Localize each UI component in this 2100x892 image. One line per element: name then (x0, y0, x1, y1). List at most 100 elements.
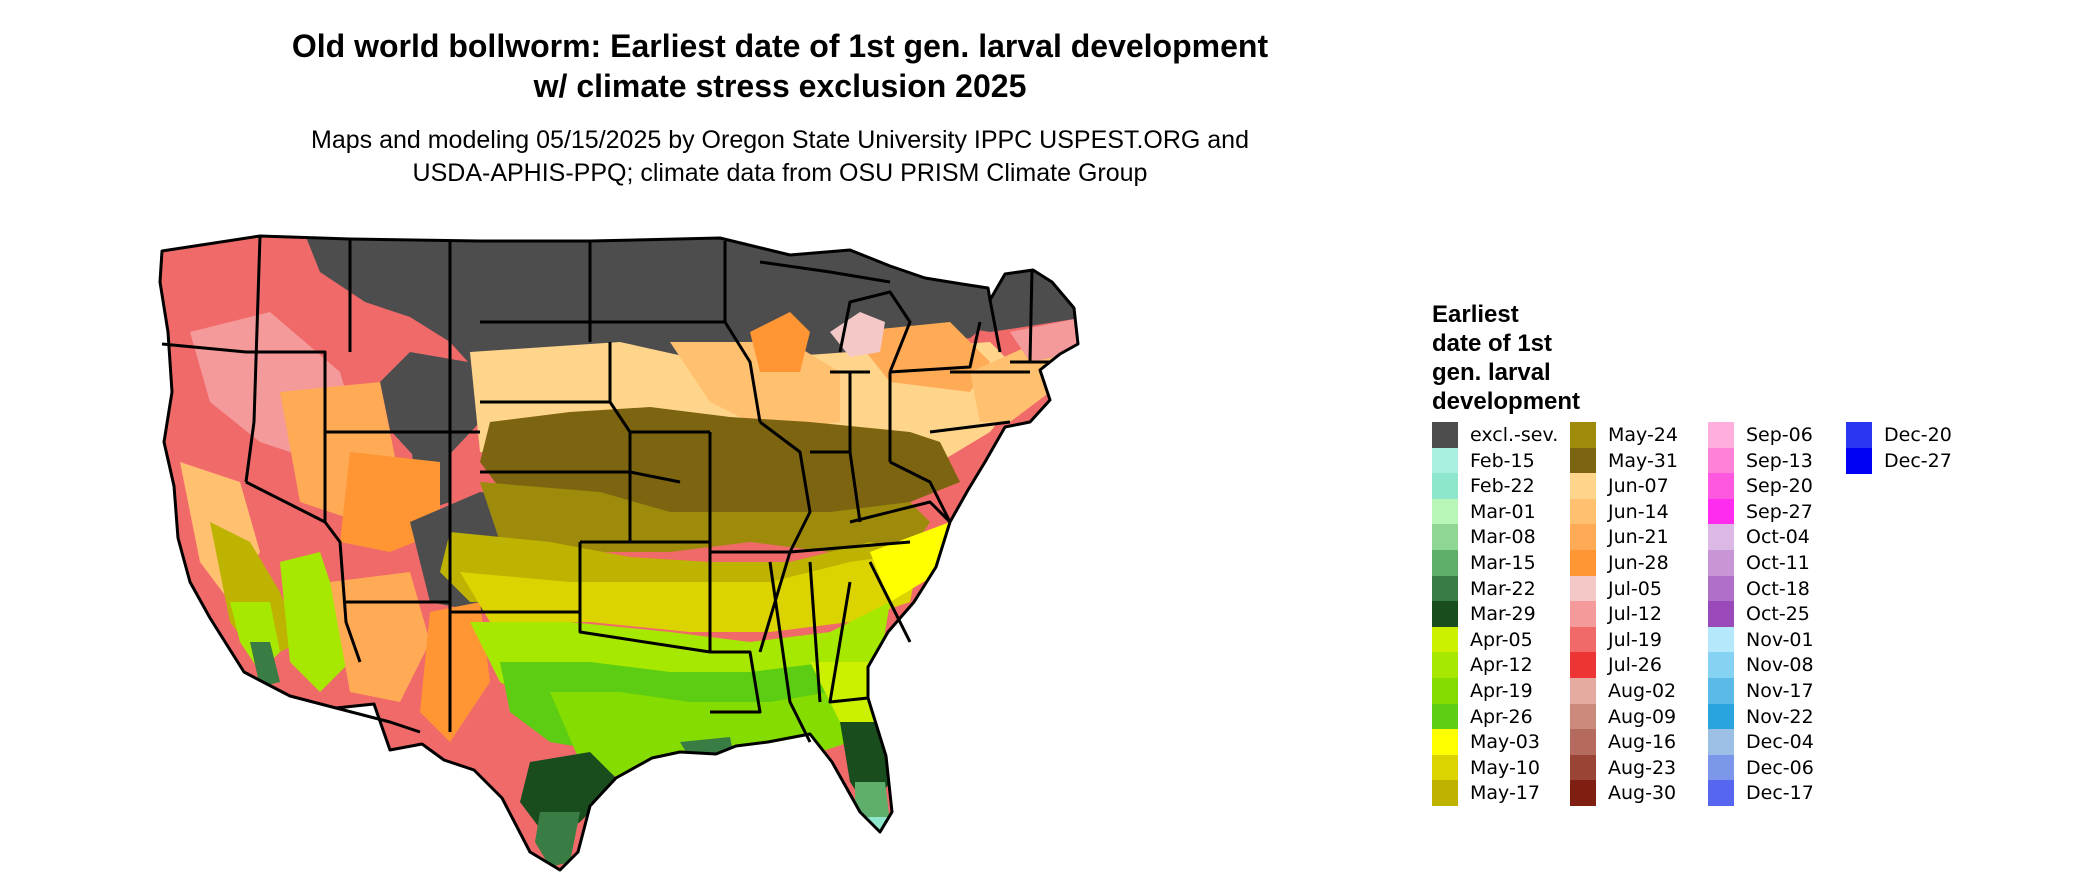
legend-label: Dec-04 (1746, 731, 1814, 754)
legend-label: Mar-29 (1470, 603, 1536, 626)
legend-label: Feb-22 (1470, 475, 1535, 498)
legend-title-line: date of 1st (1432, 330, 1553, 357)
us-map (150, 222, 1410, 892)
legend-swatch (1570, 473, 1596, 500)
legend-label: Mar-22 (1470, 577, 1536, 600)
legend-label: May-03 (1470, 731, 1540, 754)
legend-label: May-24 (1608, 424, 1678, 446)
legend-title-line: Earliest (1432, 301, 1519, 328)
legend-swatch (1570, 780, 1596, 807)
legend-label: Nov-22 (1746, 705, 1814, 728)
legend-swatch (1432, 652, 1458, 679)
legend-label: Mar-08 (1470, 526, 1536, 549)
legend-label: Apr-19 (1470, 680, 1533, 702)
legend-swatch (1708, 498, 1734, 525)
legend-swatch (1432, 498, 1458, 525)
legend-label: Aug-30 (1608, 782, 1677, 805)
title-line-1: Old world bollworm: Earliest date of 1st… (291, 28, 1269, 64)
legend-label: Sep-20 (1746, 475, 1813, 498)
legend-swatch (1570, 498, 1596, 525)
legend-swatch (1432, 626, 1458, 653)
map-title: Old world bollworm: Earliest date of 1st… (140, 26, 1420, 106)
legend-swatch (1570, 447, 1596, 474)
legend-label: Sep-13 (1746, 449, 1813, 472)
subtitle-line-2: USDA-APHIS-PPQ; climate data from OSU PR… (412, 159, 1148, 187)
legend-swatch (1570, 524, 1596, 551)
legend-swatch (1846, 447, 1872, 474)
legend-swatch (1708, 729, 1734, 756)
legend-label: May-17 (1470, 782, 1540, 805)
legend-label: Oct-25 (1746, 603, 1810, 626)
legend-label: Aug-23 (1608, 756, 1677, 779)
legend-label: Nov-01 (1746, 628, 1814, 651)
legend-swatch (1570, 626, 1596, 653)
legend-label: Apr-05 (1470, 628, 1533, 651)
legend-swatch (1432, 575, 1458, 602)
legend-label: Feb-15 (1470, 449, 1535, 472)
legend-label: Dec-06 (1746, 756, 1814, 779)
map-subtitle: Maps and modeling 05/15/2025 by Oregon S… (140, 124, 1420, 190)
legend-title-line: development (1432, 388, 1581, 415)
legend-swatch (1708, 703, 1734, 730)
legend-swatch (1708, 473, 1734, 500)
legend-swatch (1432, 524, 1458, 551)
legend-swatch (1708, 575, 1734, 602)
legend-label: Mar-15 (1470, 552, 1536, 574)
legend-label: Jul-26 (1608, 654, 1662, 677)
legend-label: Jun-28 (1608, 552, 1669, 574)
legend-swatch (1432, 447, 1458, 474)
legend-swatch (1570, 550, 1596, 576)
legend-swatch (1708, 447, 1734, 474)
legend-label: Apr-12 (1470, 654, 1533, 677)
legend-swatch (1432, 780, 1458, 807)
legend-label: Sep-27 (1746, 500, 1813, 523)
legend-swatch (1570, 652, 1596, 679)
title-line-2: w/ climate stress exclusion 2025 (533, 68, 1027, 104)
legend-label: Oct-11 (1746, 552, 1810, 574)
legend-swatch (1432, 473, 1458, 500)
legend-swatch (1570, 754, 1596, 781)
legend-swatch (1432, 678, 1458, 704)
subtitle-line-1: Maps and modeling 05/15/2025 by Oregon S… (311, 126, 1249, 154)
legend-label: Dec-20 (1884, 424, 1952, 446)
legend-label: May-31 (1608, 449, 1678, 472)
legend-swatch (1570, 678, 1596, 704)
legend-swatch (1708, 652, 1734, 679)
legend-swatch (1708, 601, 1734, 628)
legend-label: Jul-19 (1608, 628, 1662, 651)
legend-label: Aug-16 (1608, 731, 1677, 754)
legend-label: Nov-08 (1746, 654, 1814, 677)
legend-swatch (1432, 703, 1458, 730)
legend-swatch (1708, 524, 1734, 551)
legend-label: Apr-26 (1470, 705, 1533, 728)
legend-swatch (1432, 422, 1458, 448)
legend-label: Jun-07 (1608, 475, 1669, 498)
legend-label: Oct-18 (1746, 577, 1810, 600)
legend-label: Dec-27 (1884, 449, 1952, 472)
legend-label: Dec-17 (1746, 782, 1814, 805)
legend-label: May-10 (1470, 756, 1540, 779)
legend-label: Jun-14 (1608, 500, 1669, 523)
legend-swatch (1570, 601, 1596, 628)
legend-swatch (1432, 550, 1458, 576)
legend-label: Aug-09 (1608, 705, 1677, 728)
legend-label: excl.-sev. (1470, 424, 1559, 446)
legend-swatch (1708, 754, 1734, 781)
legend-swatch (1570, 422, 1596, 448)
legend-swatch (1708, 626, 1734, 653)
map-fill (160, 236, 1078, 870)
legend-swatch (1708, 422, 1734, 448)
legend-swatch (1708, 678, 1734, 704)
legend-swatch (1570, 703, 1596, 730)
legend-label: Aug-02 (1608, 680, 1677, 702)
legend-swatch (1570, 729, 1596, 756)
legend-swatch (1432, 754, 1458, 781)
legend-label: Mar-01 (1470, 500, 1536, 523)
legend-label: Nov-17 (1746, 680, 1814, 702)
legend-swatch (1846, 422, 1872, 448)
legend-swatch (1432, 729, 1458, 756)
legend-label: Jul-12 (1608, 603, 1662, 626)
us-map-svg (158, 234, 1080, 872)
legend-swatch (1432, 601, 1458, 628)
legend-label: Oct-04 (1746, 526, 1810, 549)
